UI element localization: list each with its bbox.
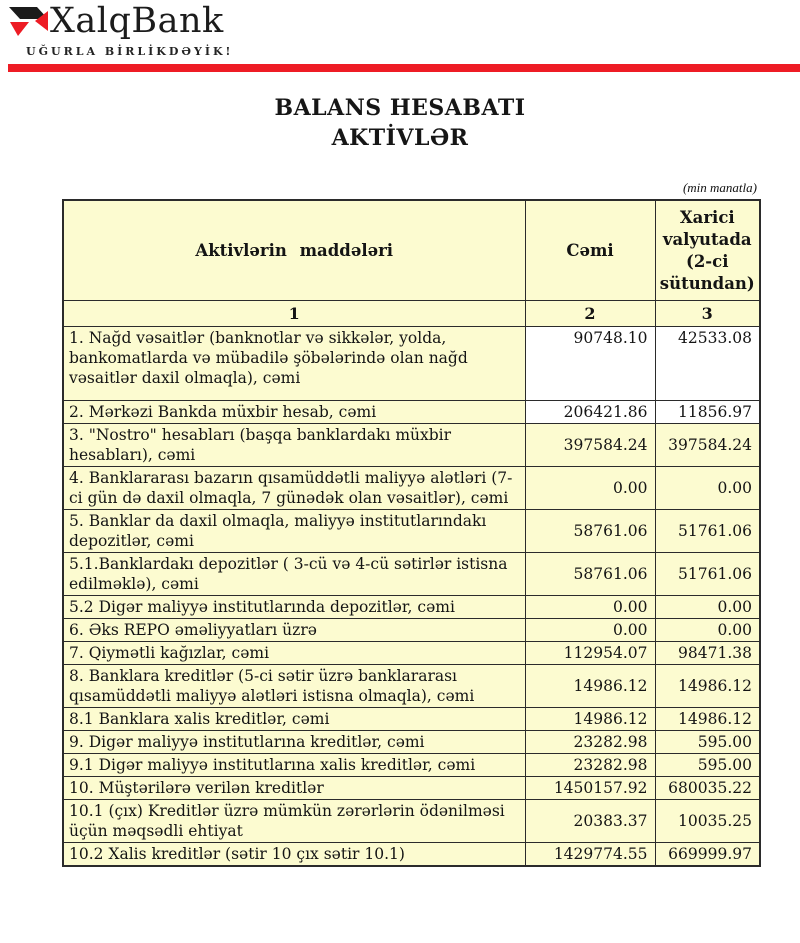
row-label: 4. Banklararası bazarın qısamüddətli mal…: [62, 466, 526, 510]
row-label: 8. Banklara kreditlər (5-ci sətir üzrə b…: [62, 664, 526, 708]
table-row: 9.1 Digər maliyyə institutlarına xalis k…: [62, 753, 761, 777]
row-foreign-value: 0.00: [654, 618, 761, 642]
row-foreign-value: 14986.12: [654, 707, 761, 731]
row-total-value: 14986.12: [524, 664, 656, 708]
row-total-value: 0.00: [524, 466, 656, 510]
table-row: 7. Qiymətli kağızlar, cəmi 112954.07 98471…: [62, 641, 761, 665]
table-row: 9. Digər maliyyə institutlarına kreditlə…: [62, 730, 761, 754]
row-foreign-value: 14986.12: [654, 664, 761, 708]
row-foreign-value: 51761.06: [654, 552, 761, 596]
row-label: 5.1.Banklardakı depozitlər ( 3-cü və 4-c…: [62, 552, 526, 596]
table-row: 5. Banklar da daxil olmaqla, maliyyə ins…: [62, 509, 761, 553]
row-label: 3. "Nostro" hesabları (başqa banklardakı…: [62, 423, 526, 467]
row-foreign-value: 42533.08: [654, 326, 761, 401]
red-divider: [8, 64, 800, 72]
row-foreign-value: 595.00: [654, 753, 761, 777]
row-label: 5. Banklar da daxil olmaqla, maliyyə ins…: [62, 509, 526, 553]
row-total-value: 20383.37: [524, 799, 656, 843]
table-row: 8. Banklara kreditlər (5-ci sətir üzrə b…: [62, 664, 761, 708]
row-label: 10.2 Xalis kreditlər (sətir 10 çıx sətir…: [62, 842, 526, 867]
row-foreign-value: 51761.06: [654, 509, 761, 553]
row-label: 6. Əks REPO əməliyyatları üzrə: [62, 618, 526, 642]
row-foreign-value: 397584.24: [654, 423, 761, 467]
header-row: Aktivlərin maddələri Cəmi Xarici valyuta…: [62, 199, 761, 301]
row-total-value: 206421.86: [524, 400, 656, 424]
row-foreign-value: 680035.22: [654, 776, 761, 800]
row-total-value: 58761.06: [524, 552, 656, 596]
row-label: 10. Müştərilərə verilən kreditlər: [62, 776, 526, 800]
page-title-line1: BALANS HESABATI: [274, 95, 526, 121]
brand-tagline: UĞURLA BİRLİKDƏYİK!: [26, 45, 234, 58]
row-foreign-value: 11856.97: [654, 400, 761, 424]
row-label: 8.1 Banklara xalis kreditlər, cəmi: [62, 707, 526, 731]
index-cell-2: 2: [524, 300, 656, 327]
row-total-value: 112954.07: [524, 641, 656, 665]
page-title-line2: AKTİVLƏR: [331, 125, 469, 151]
row-foreign-value: 0.00: [654, 595, 761, 619]
row-foreign-value: 0.00: [654, 466, 761, 510]
column-header-items: Aktivlərin maddələri: [62, 199, 526, 301]
row-total-value: 90748.10: [524, 326, 656, 401]
row-total-value: 0.00: [524, 595, 656, 619]
row-total-value: 23282.98: [524, 753, 656, 777]
row-total-value: 1429774.55: [524, 842, 656, 867]
brand-name: XalqBank: [50, 1, 224, 41]
row-total-value: 58761.06: [524, 509, 656, 553]
table-row: 3. "Nostro" hesabları (başqa banklardakı…: [62, 423, 761, 467]
row-foreign-value: 595.00: [654, 730, 761, 754]
row-total-value: 23282.98: [524, 730, 656, 754]
index-row: 1 2 3: [62, 300, 761, 327]
row-total-value: 0.00: [524, 618, 656, 642]
table-row: 8.1 Banklara xalis kreditlər, cəmi 14986.…: [62, 707, 761, 731]
table-row: 6. Əks REPO əməliyyatları üzrə 0.00 0.00: [62, 618, 761, 642]
row-total-value: 397584.24: [524, 423, 656, 467]
row-total-value: 1450157.92: [524, 776, 656, 800]
index-cell-1: 1: [62, 300, 526, 327]
table-row: 4. Banklararası bazarın qısamüddətli mal…: [62, 466, 761, 510]
table-row: 1. Nağd vəsaitlər (banknotlar və sikkələ…: [62, 326, 761, 401]
balance-table: Aktivlərin maddələri Cəmi Xarici valyuta…: [62, 199, 761, 867]
row-label: 1. Nağd vəsaitlər (banknotlar və sikkələ…: [62, 326, 526, 401]
row-foreign-value: 669999.97: [654, 842, 761, 867]
table-row: 10. Müştərilərə verilən kreditlər 1450157…: [62, 776, 761, 800]
row-label: 10.1 (çıx) Kreditlər üzrə mümkün zərərlə…: [62, 799, 526, 843]
page-title: BALANS HESABATI AKTİVLƏR: [0, 93, 800, 153]
index-cell-3: 3: [654, 300, 761, 327]
column-header-foreign: Xarici valyutada (2-ci sütundan): [654, 199, 761, 301]
row-total-value: 14986.12: [524, 707, 656, 731]
table-row: 2. Mərkəzi Bankda müxbir hesab, cəmi 2064…: [62, 400, 761, 424]
xalqbank-logo-icon: [9, 7, 48, 36]
table-row: 5.2 Digər maliyyə institutlarında depozi…: [62, 595, 761, 619]
row-label: 7. Qiymətli kağızlar, cəmi: [62, 641, 526, 665]
row-label: 9. Digər maliyyə institutlarına kreditlə…: [62, 730, 526, 754]
row-label: 5.2 Digər maliyyə institutlarında depozi…: [62, 595, 526, 619]
units-note: (min manatla): [682, 180, 757, 195]
column-header-total: Cəmi: [524, 199, 656, 301]
table-body: 1. Nağd vəsaitlər (banknotlar və sikkələ…: [62, 326, 761, 867]
table-row: 10.1 (çıx) Kreditlər üzrə mümkün zərərlə…: [62, 799, 761, 843]
row-label: 2. Mərkəzi Bankda müxbir hesab, cəmi: [62, 400, 526, 424]
row-label: 9.1 Digər maliyyə institutlarına xalis k…: [62, 753, 526, 777]
row-foreign-value: 98471.38: [654, 641, 761, 665]
table-row: 5.1.Banklardakı depozitlər ( 3-cü və 4-c…: [62, 552, 761, 596]
table-row: 10.2 Xalis kreditlər (sətir 10 çıx sətir…: [62, 842, 761, 867]
row-foreign-value: 10035.25: [654, 799, 761, 843]
